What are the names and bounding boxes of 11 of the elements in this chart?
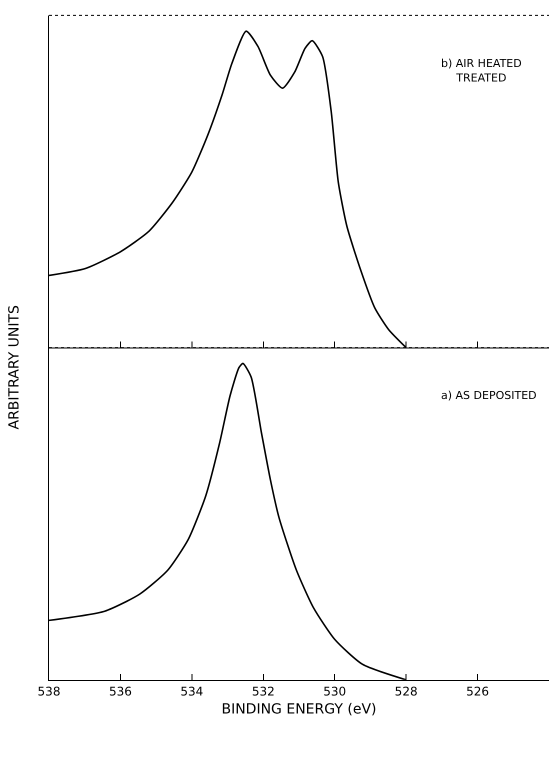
- x-tick-label: 532: [252, 684, 275, 698]
- x-tick-label: 538: [38, 684, 60, 698]
- annotation: a) AS DEPOSITED: [441, 389, 537, 402]
- annotation: b) AIR HEATED TREATED: [441, 57, 522, 84]
- x-tick-label: 528: [394, 684, 418, 698]
- x-tick-label: 536: [108, 684, 132, 698]
- x-tick-label: 526: [466, 684, 490, 698]
- x-tick-label: 530: [323, 684, 346, 698]
- x-tick-label: 534: [180, 684, 204, 698]
- y-axis-title: ARBITRARY UNITS: [6, 304, 22, 430]
- x-axis-title: BINDING ENERGY (eV): [221, 702, 377, 718]
